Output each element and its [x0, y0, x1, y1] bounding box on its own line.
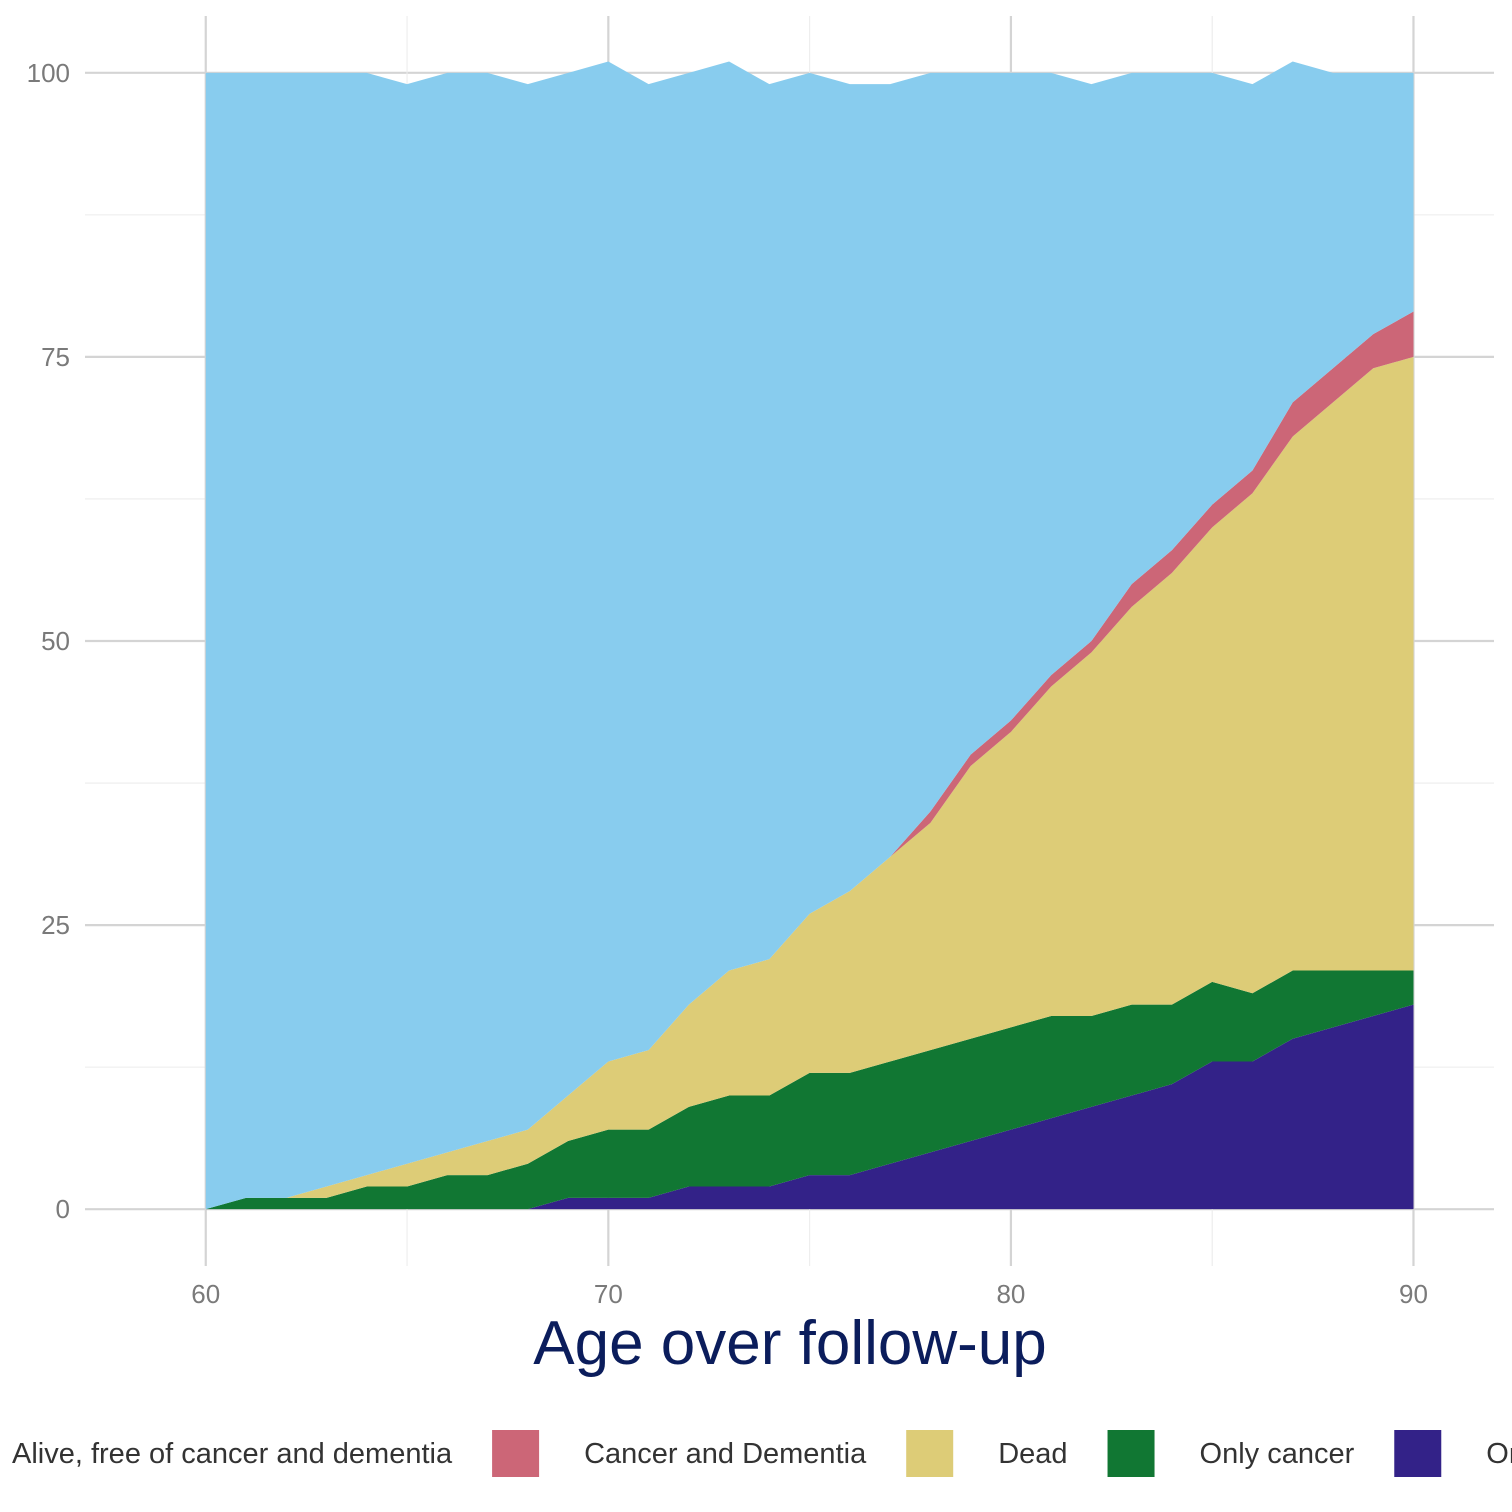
legend-key-only-cancer	[1107, 1430, 1155, 1477]
y-tick-label: 100	[27, 58, 70, 88]
axis-tick-labels: 0 25 50 75 100 60 70 80 90	[27, 58, 1428, 1309]
area-only-dementia	[205, 1004, 1414, 1210]
legend-key-dead	[906, 1430, 954, 1477]
area-dead	[205, 356, 1414, 1210]
x-tick-label: 90	[1399, 1279, 1428, 1309]
legend-label-cancer-and-dementia: Cancer and Dementia	[584, 1438, 867, 1470]
x-tick-label: 80	[996, 1279, 1025, 1309]
legend-label-only-cancer: Only cancer	[1200, 1438, 1355, 1470]
legend-label-alive-free-of-cancer-and-dementia: Alive, free of cancer and dementia	[12, 1438, 453, 1470]
x-tick-label: 60	[191, 1279, 220, 1309]
area-series	[205, 61, 1414, 1210]
y-tick-label: 50	[41, 626, 70, 656]
y-tick-label: 75	[41, 342, 70, 372]
legend-key-cancer-and-dementia	[492, 1430, 540, 1477]
legend-key-only-dementia	[1394, 1430, 1442, 1477]
legend-label-dead: Dead	[998, 1438, 1067, 1470]
x-axis-title: Age over follow-up	[533, 1309, 1047, 1378]
y-tick-label: 0	[56, 1194, 70, 1224]
legend: Alive, free of cancer and dementia Cancer…	[12, 1430, 1512, 1477]
area-only-cancer	[205, 970, 1414, 1210]
y-tick-label: 25	[41, 910, 70, 940]
legend-label-only-dementia: Only dementia	[1486, 1438, 1512, 1470]
area-alive-free-of-cancer-and-dementia	[205, 61, 1414, 1210]
x-tick-label: 70	[594, 1279, 623, 1309]
